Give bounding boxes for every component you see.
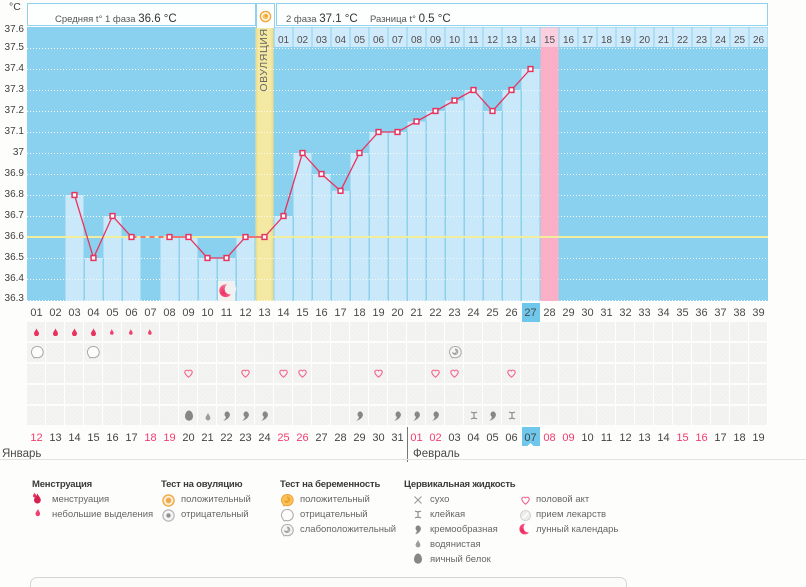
svg-text:20: 20	[639, 35, 651, 46]
svg-text:04: 04	[335, 35, 347, 46]
svg-text:18: 18	[601, 35, 613, 46]
svg-text:06: 06	[373, 35, 385, 46]
svg-text:17: 17	[582, 35, 594, 46]
svg-text:09: 09	[430, 35, 442, 46]
svg-text:01: 01	[278, 35, 290, 46]
svg-text:26: 26	[753, 35, 765, 46]
svg-text:05: 05	[354, 35, 366, 46]
svg-text:14: 14	[525, 35, 537, 46]
svg-text:24: 24	[715, 35, 727, 46]
svg-text:07: 07	[392, 35, 404, 46]
svg-text:25: 25	[734, 35, 746, 46]
svg-text:21: 21	[658, 35, 670, 46]
svg-text:13: 13	[506, 35, 518, 46]
svg-text:12: 12	[487, 35, 499, 46]
svg-text:16: 16	[563, 35, 575, 46]
svg-text:10: 10	[449, 35, 461, 46]
svg-text:11: 11	[468, 35, 479, 46]
svg-text:03: 03	[316, 35, 328, 46]
svg-text:02: 02	[297, 35, 309, 46]
svg-text:19: 19	[620, 35, 632, 46]
svg-text:22: 22	[677, 35, 689, 46]
svg-text:08: 08	[411, 35, 423, 46]
svg-text:15: 15	[544, 35, 556, 46]
svg-text:23: 23	[696, 35, 708, 46]
